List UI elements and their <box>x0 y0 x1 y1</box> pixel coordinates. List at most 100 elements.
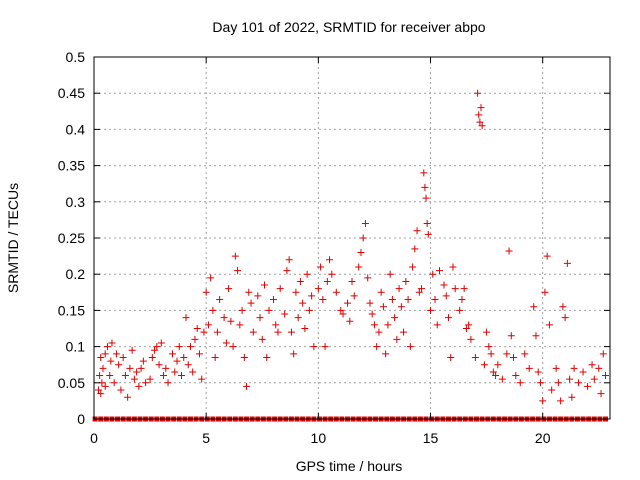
srmtid-point <box>568 393 576 401</box>
srmtid-point <box>375 328 383 336</box>
srmtid-point <box>294 314 302 322</box>
srmtid-point <box>222 339 230 347</box>
x-tick-label: 10 <box>311 430 327 446</box>
srmtid-point <box>193 325 201 332</box>
srmtid-point <box>308 292 316 300</box>
srmtid-point <box>328 270 336 278</box>
y-axis-label: SRMTID / TECUs <box>5 183 21 293</box>
srmtid-point <box>530 303 538 311</box>
srmtid-point <box>151 346 159 354</box>
srmtid-point <box>180 353 188 361</box>
srmtid-point <box>444 314 452 322</box>
grid-lines <box>94 57 610 419</box>
srmtid-point <box>299 299 307 307</box>
srmtid-point <box>301 325 309 332</box>
srmtid-point <box>534 368 542 376</box>
srmtid-point <box>119 353 127 361</box>
srmtid-point <box>296 277 304 285</box>
srmtid-point <box>135 382 143 390</box>
axis-ticks <box>93 56 610 420</box>
srmtid-point <box>477 104 485 112</box>
srmtid-point <box>220 314 228 322</box>
srmtid-point <box>99 364 107 372</box>
srmtid-point <box>373 343 381 351</box>
srmtid-point <box>169 350 177 358</box>
srmtid-point <box>395 285 403 293</box>
y-tick-label: 0.1 <box>66 339 86 355</box>
srmtid-point <box>256 314 264 322</box>
srmtid-point <box>110 379 118 387</box>
srmtid-point <box>505 247 513 255</box>
srmtid-point <box>433 321 441 329</box>
srmtid-point <box>261 281 269 289</box>
srmtid-point <box>456 306 464 314</box>
y-tick-label: 0.45 <box>58 85 85 101</box>
srmtid-point <box>584 382 592 390</box>
srmtid-point <box>101 382 109 390</box>
srmtid-point <box>404 296 412 304</box>
srmtid-point <box>346 317 354 325</box>
srmtid-point <box>384 321 392 329</box>
srmtid-point <box>474 89 482 97</box>
srmtid-point <box>283 267 291 275</box>
srmtid-point <box>155 361 163 369</box>
srmtid-point <box>525 364 533 372</box>
srmtid-point <box>128 346 136 354</box>
srmtid-point <box>503 350 511 358</box>
srmtid-point <box>532 332 540 340</box>
srmtid-point <box>424 230 432 238</box>
srmtid-point <box>597 390 605 398</box>
srmtid-point <box>213 328 221 336</box>
srmtid-point <box>357 248 365 256</box>
srmtid-point <box>429 270 437 278</box>
srmtid-point <box>364 274 372 282</box>
srmtid-point <box>602 372 610 380</box>
srmtid-point <box>148 353 156 361</box>
srmtid-point <box>465 321 473 329</box>
srmtid-point <box>462 325 470 332</box>
srmtid-point <box>521 350 529 358</box>
srmtid-point <box>545 321 553 329</box>
srmtid-point <box>108 339 116 347</box>
srmtid-point <box>177 372 185 380</box>
srmtid-point <box>467 335 475 343</box>
srmtid-point <box>236 321 244 329</box>
srmtid-point <box>475 111 483 119</box>
srmtid-point <box>97 390 105 398</box>
srmtid-point <box>117 386 125 394</box>
srmtid-point <box>460 285 468 293</box>
srmtid-point <box>195 350 203 358</box>
srmtid-point <box>186 343 194 351</box>
y-tick-label: 0.2 <box>66 266 86 282</box>
srmtid-point <box>557 397 565 405</box>
srmtid-point <box>413 227 421 235</box>
srmtid-point <box>171 368 179 376</box>
srmtid-point <box>498 375 506 383</box>
chart-title: Day 101 of 2022, SRMTID for receiver abp… <box>212 19 485 35</box>
srmtid-point <box>153 343 161 351</box>
srmtid-point <box>112 350 120 358</box>
srmtid-point <box>269 296 277 304</box>
srmtid-point <box>411 245 419 253</box>
y-tick-label: 0.5 <box>66 49 86 65</box>
srmtid-point <box>216 296 224 304</box>
srmtid-point <box>516 379 524 387</box>
srmtid-point <box>431 296 439 304</box>
srmtid-point <box>400 328 408 336</box>
srmtid-point <box>485 343 493 351</box>
srmtid-point <box>285 256 293 264</box>
srmtid-point <box>483 328 491 336</box>
srmtid-point <box>507 332 515 340</box>
srmtid-point <box>494 361 502 369</box>
srmtid-point <box>449 263 457 271</box>
srmtid-point <box>427 306 435 314</box>
srmtid-point <box>575 379 583 387</box>
srmtid-point <box>476 118 484 126</box>
srmtid-point <box>231 252 239 260</box>
srmtid-point <box>249 328 257 336</box>
srmtid-point <box>561 314 569 322</box>
srmtid-point <box>370 321 378 329</box>
srmtid-point <box>202 288 210 296</box>
